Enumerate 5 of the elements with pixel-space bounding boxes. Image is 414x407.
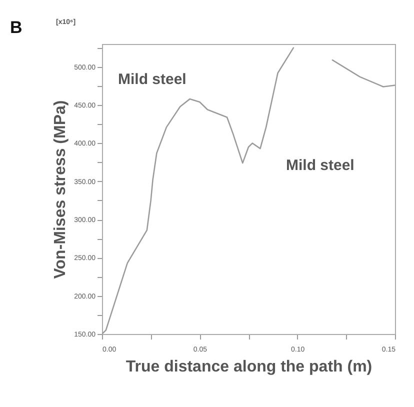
annotation: Mild steel	[286, 157, 354, 174]
y-axis-title: Von-Mises stress (MPa)	[52, 100, 70, 279]
annotation: Mild steel	[118, 71, 186, 88]
x-axis-title: True distance along the path (m)	[126, 358, 372, 376]
text: B	[10, 18, 22, 37]
